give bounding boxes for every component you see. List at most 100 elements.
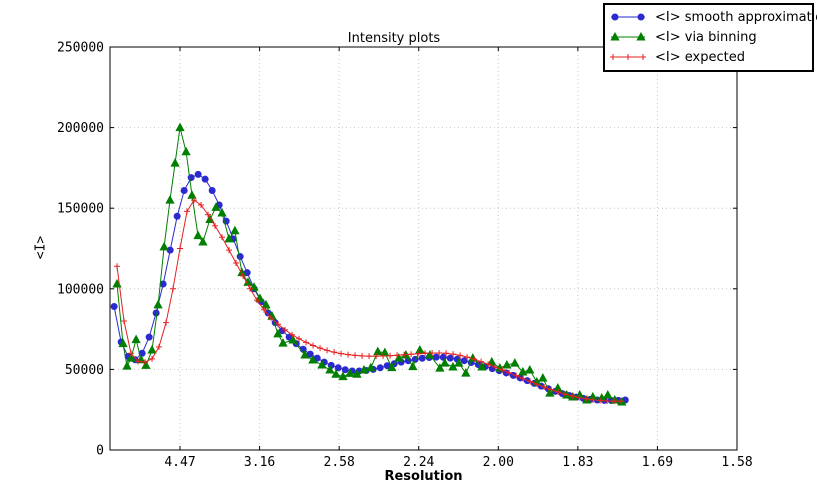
triangle-marker <box>545 388 555 397</box>
plus-marker <box>583 395 590 402</box>
triangle-marker <box>366 362 376 372</box>
circle-marker <box>278 327 286 335</box>
triangle-marker-sample-icon <box>610 31 646 41</box>
triangle-marker <box>325 364 335 374</box>
triangle-marker <box>122 361 132 370</box>
plus-marker <box>513 372 520 379</box>
plus-marker <box>345 351 352 358</box>
plus-marker <box>541 383 548 390</box>
triangle-marker <box>300 350 310 359</box>
x-tick-label: 4.47 <box>164 455 195 470</box>
plus-marker <box>485 361 492 368</box>
triangle-marker <box>175 122 185 132</box>
plus-marker <box>640 54 646 60</box>
triangle-marker <box>278 338 288 347</box>
triangle-marker <box>211 202 221 211</box>
triangle-marker <box>273 328 283 338</box>
plus-marker <box>198 201 205 208</box>
plus-marker <box>317 345 324 352</box>
triangle-marker <box>415 345 425 354</box>
plus-marker-sample-icon <box>610 54 646 60</box>
plus-marker <box>261 306 268 313</box>
plus-marker <box>415 350 422 357</box>
triangle-marker <box>230 225 240 235</box>
y-axis-label: <I> <box>33 235 49 260</box>
plus-marker <box>135 358 142 365</box>
y-tick-label: 150000 <box>57 202 104 217</box>
y-tick-label: 200000 <box>57 121 104 136</box>
legend-label: <I> expected <box>655 49 745 65</box>
series-line <box>116 127 622 403</box>
circle-marker <box>208 186 216 194</box>
plus-marker <box>450 351 457 358</box>
triangle-marker <box>603 389 613 399</box>
circle-marker <box>306 350 314 358</box>
circle-marker <box>418 354 426 362</box>
legend-label: <I> via binning <box>655 29 757 45</box>
plus-marker <box>296 335 303 342</box>
plus-marker <box>569 392 576 399</box>
triangle-marker <box>525 364 535 374</box>
plus-marker <box>184 208 191 215</box>
triangle-marker <box>487 356 497 366</box>
x-tick-label: 3.16 <box>244 455 275 470</box>
plus-marker <box>464 354 471 361</box>
triangle-marker <box>538 373 548 382</box>
plus-marker <box>289 331 296 338</box>
triangle-marker <box>187 190 197 199</box>
plus-marker <box>268 314 275 321</box>
plus-marker <box>205 211 212 218</box>
plus-marker <box>506 369 513 376</box>
plus-marker <box>149 355 156 362</box>
triangle-marker <box>331 369 341 378</box>
plus-marker <box>548 386 555 393</box>
tick-marks <box>110 46 738 451</box>
x-tick-label: 1.58 <box>721 455 752 470</box>
triangle-marker <box>159 241 169 251</box>
plus-marker <box>177 245 184 252</box>
plus-marker <box>520 375 527 382</box>
y-tick-label: 100000 <box>57 282 104 297</box>
plus-marker <box>394 352 401 359</box>
triangle-marker <box>610 31 620 41</box>
triangle-marker <box>345 368 355 377</box>
gridlines <box>110 46 738 451</box>
triangle-marker <box>131 334 141 344</box>
legend-item-expected: <I> expected <box>609 47 808 67</box>
plus-marker <box>373 353 380 360</box>
plus-marker <box>618 398 625 405</box>
circle-marker <box>341 366 349 374</box>
plus-marker <box>212 222 219 229</box>
triangle-marker <box>636 31 646 41</box>
triangle-marker <box>165 195 175 204</box>
plus-marker <box>604 397 611 404</box>
triangle-marker <box>153 299 163 309</box>
y-tick-label: 250000 <box>57 41 104 56</box>
plus-marker <box>310 342 317 349</box>
triangle-marker <box>126 353 136 362</box>
plus-marker <box>247 285 254 292</box>
triangle-marker <box>477 361 487 371</box>
triangle-marker <box>387 362 397 372</box>
triangle-marker <box>217 207 227 217</box>
legend-box: <I> smooth approximation <I> via binning… <box>603 3 817 72</box>
plus-marker <box>303 339 310 346</box>
plus-marker <box>534 381 541 388</box>
plus-marker <box>576 394 583 401</box>
plus-marker <box>331 349 338 356</box>
triangle-marker <box>118 338 128 348</box>
plus-marker <box>254 297 261 304</box>
triangle-marker <box>308 355 318 364</box>
plus-marker <box>443 350 450 357</box>
circle-marker <box>194 170 202 178</box>
plus-marker <box>499 366 506 373</box>
y-tick-label: 0 <box>96 444 104 459</box>
circle-marker <box>145 333 153 341</box>
plus-marker <box>128 350 135 357</box>
plus-marker <box>380 353 387 360</box>
circle-marker <box>110 303 118 311</box>
plus-marker <box>338 350 345 357</box>
plus-marker <box>555 388 562 395</box>
